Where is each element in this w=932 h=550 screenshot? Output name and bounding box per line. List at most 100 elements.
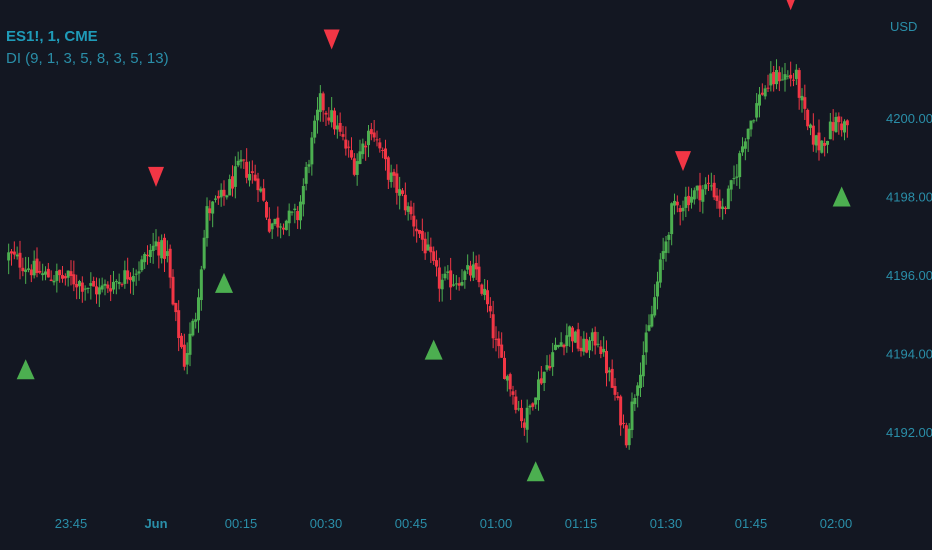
candle-body [630, 401, 634, 431]
candle-body [148, 249, 152, 258]
candle-body [480, 284, 484, 294]
candle-body [709, 185, 713, 187]
candle-body [602, 348, 606, 353]
candle-body [418, 229, 421, 234]
sell-signal-marker [323, 29, 340, 50]
candle-body [656, 281, 659, 297]
candle-body [304, 166, 308, 184]
candle-body [171, 276, 175, 305]
candle-body [389, 172, 393, 183]
candle-body [381, 149, 385, 151]
candle-body [154, 241, 158, 247]
candle-body [151, 245, 155, 252]
candle-body [545, 365, 549, 370]
x-tick-label: 01:00 [480, 516, 513, 531]
candle-body [551, 352, 555, 367]
price-axis[interactable]: USD 4192.00 4194.00 4196.00 4198.00 4200.00 [886, 19, 932, 440]
candle-body [352, 158, 356, 175]
candle-body [21, 267, 25, 272]
candle-body [131, 275, 135, 282]
x-tick-label: 02:00 [820, 516, 853, 531]
candle-body [624, 425, 628, 446]
x-tick-label: 01:45 [735, 516, 768, 531]
candle-body [460, 282, 464, 286]
candle-body [66, 270, 70, 278]
candle-body [270, 223, 274, 230]
candle-body [143, 254, 147, 263]
candle-body [157, 241, 161, 256]
candle-body [137, 271, 141, 274]
candle-body [843, 121, 846, 133]
candle-body [658, 259, 662, 283]
candle-body [191, 320, 195, 336]
candle-body [681, 207, 685, 212]
candle-body [522, 422, 526, 428]
candle-body [239, 159, 243, 162]
candle-body [537, 379, 540, 401]
candle-body [262, 188, 266, 201]
candle-body [772, 72, 776, 85]
candle-body [622, 422, 625, 424]
candle-body [457, 283, 461, 286]
candle-body [420, 230, 424, 240]
candle-body [83, 288, 87, 290]
candle-body [242, 159, 246, 161]
candle-body [52, 280, 56, 283]
candle-body [806, 109, 810, 127]
candle-body [32, 260, 36, 276]
chart-legend: ES1!, 1, CME DI (9, 1, 3, 5, 8, 3, 5, 13… [6, 26, 169, 70]
candle-body [542, 371, 546, 383]
candle-body [49, 279, 53, 282]
candle-body [202, 237, 206, 269]
candle-body [310, 137, 314, 165]
x-tick-label: Jun [144, 516, 167, 531]
candle-body [673, 200, 676, 206]
candle-body [607, 370, 611, 373]
candle-body [503, 357, 506, 379]
symbol-title[interactable]: ES1!, 1, CME [6, 28, 98, 45]
candle-body [10, 251, 13, 254]
candle-body [248, 174, 251, 181]
candle-body [724, 207, 727, 210]
candle-body [279, 226, 283, 228]
candle-body [568, 326, 572, 337]
time-axis[interactable]: 23:45 Jun 00:15 00:30 00:45 01:00 01:15 01:30 01… [55, 516, 853, 531]
candle-body [301, 185, 305, 205]
sell-signal-marker [675, 151, 691, 172]
y-tick-label: 4196.00 [886, 268, 932, 283]
candle-body [86, 287, 90, 289]
candle-body [715, 195, 719, 201]
candle-body [361, 143, 365, 155]
candle-body [117, 281, 121, 284]
candle-body [429, 246, 433, 253]
candle-body [758, 94, 761, 106]
candle-body [667, 234, 671, 240]
candle-body [760, 92, 764, 95]
candle-body [463, 271, 467, 280]
candle-body [809, 124, 812, 128]
candle-body [284, 220, 288, 230]
candle-body [89, 283, 93, 286]
candle-body [531, 403, 535, 407]
candle-body [735, 176, 739, 178]
candle-body [188, 333, 192, 355]
candle-body [636, 385, 640, 396]
candle-body [106, 284, 110, 289]
candle-body [766, 87, 770, 89]
buy-signal-marker [215, 272, 233, 293]
candle-body [517, 408, 521, 410]
candle-body [182, 344, 186, 367]
indicator-title[interactable]: DI (9, 1, 3, 5, 8, 3, 5, 13) [6, 50, 169, 67]
candle-body [491, 314, 495, 339]
candle-body [675, 201, 679, 206]
candle-body [755, 103, 759, 118]
candle-body [749, 120, 753, 130]
candle-body [823, 142, 827, 146]
candle-body [219, 189, 223, 198]
candle-body [95, 286, 98, 295]
candle-body [350, 150, 353, 158]
candle-body [265, 202, 268, 218]
candle-body [726, 188, 730, 210]
candle-body [216, 196, 220, 199]
